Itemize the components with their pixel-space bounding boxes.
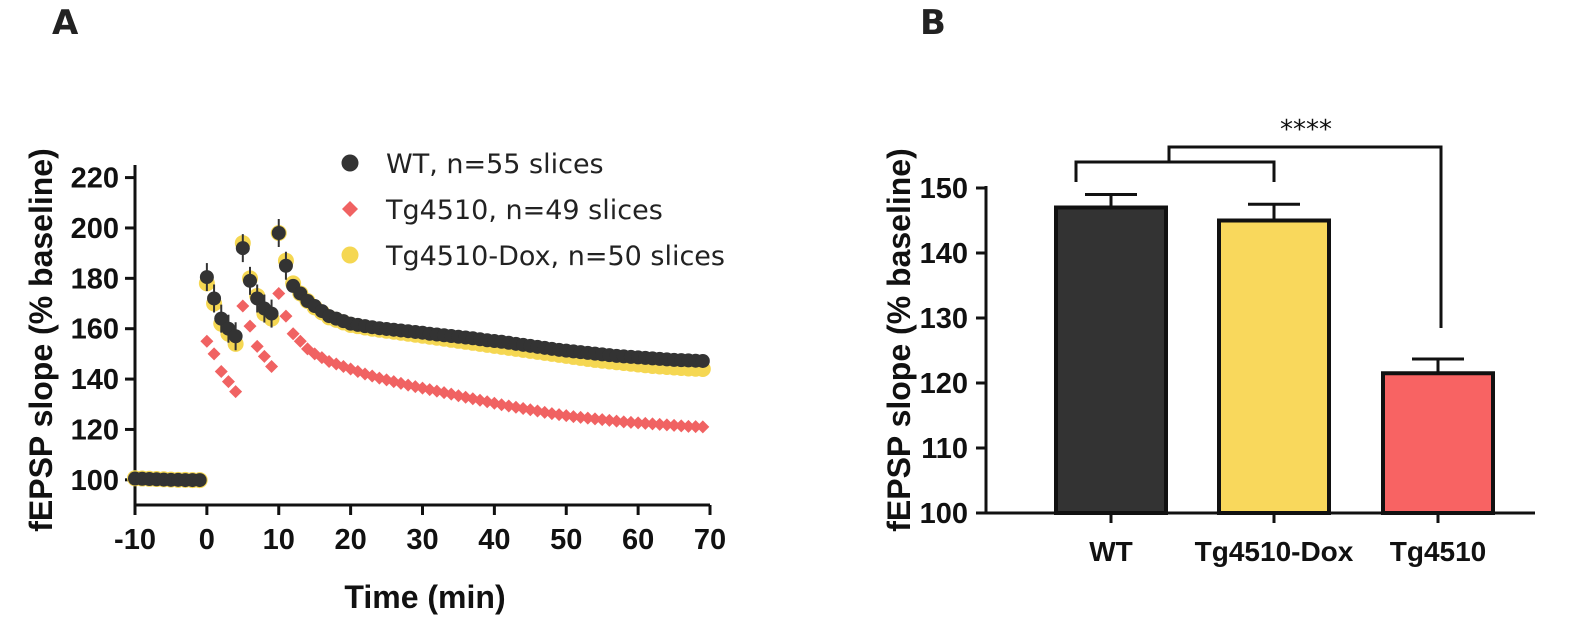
chart-a-legend: WT, n=55 slices Tg4510, n=49 slices Tg4510… bbox=[341, 149, 725, 272]
data-point bbox=[660, 418, 674, 432]
bar-tg4510 bbox=[1381, 371, 1495, 515]
chart-a-ylabel: fEPSP slope (% baseline) bbox=[23, 148, 59, 532]
data-point bbox=[653, 417, 667, 431]
data-point bbox=[207, 291, 222, 306]
chart-a-axes: 100 120 140 160 180 200 220 -10 0 10 20 30 40 50 60 70 bbox=[71, 163, 727, 556]
data-point bbox=[228, 329, 243, 344]
chart-a-y-tick-label: 140 bbox=[71, 364, 119, 396]
data-point bbox=[624, 415, 638, 429]
chart-a-x-tick-label: 20 bbox=[334, 524, 366, 556]
data-point bbox=[286, 327, 300, 341]
chart-a-x-tick-label: 50 bbox=[550, 524, 582, 556]
data-point bbox=[207, 347, 221, 361]
chart-b-y-tick-label: 150 bbox=[920, 173, 968, 205]
data-point bbox=[250, 339, 264, 353]
data-point bbox=[243, 273, 257, 288]
panel-label-b: B bbox=[920, 3, 946, 43]
data-point bbox=[200, 334, 214, 348]
data-point bbox=[279, 309, 293, 323]
data-point bbox=[667, 418, 681, 432]
data-point bbox=[278, 258, 293, 273]
data-point bbox=[674, 419, 688, 433]
bar-wt bbox=[1054, 205, 1168, 515]
category-label: Tg4510-Dox bbox=[1195, 536, 1354, 567]
data-point bbox=[264, 306, 279, 321]
chart-b-ylabel: fEPSP slope (% baseline) bbox=[881, 148, 917, 532]
data-point bbox=[229, 385, 243, 399]
data-point bbox=[272, 286, 286, 300]
chart-a-xlabel: Time (min) bbox=[344, 579, 505, 615]
data-point bbox=[221, 375, 235, 389]
legend-marker bbox=[341, 154, 359, 172]
bar-tg4510-dox bbox=[1217, 218, 1331, 515]
data-point bbox=[214, 311, 229, 326]
chart-b-significance: **** bbox=[1074, 115, 1443, 328]
data-point bbox=[243, 319, 257, 333]
chart-a-y-tick-label: 120 bbox=[71, 414, 119, 446]
chart-b-bars bbox=[1054, 193, 1495, 515]
data-point bbox=[192, 473, 207, 488]
data-point bbox=[199, 270, 214, 285]
data-point bbox=[695, 353, 710, 368]
data-point bbox=[257, 349, 271, 363]
data-point bbox=[250, 291, 265, 306]
chart-b: fEPSP slope (% baseline) 100 110 120 130 140… bbox=[881, 115, 1535, 567]
chart-b-y-tick-label: 130 bbox=[920, 303, 968, 335]
chart-a: fEPSP slope (% baseline) Time (min) 1001… bbox=[23, 148, 726, 615]
chart-b-y-tick-label: 120 bbox=[920, 368, 968, 400]
legend-label: Tg4510, n=49 slices bbox=[385, 195, 663, 226]
data-point bbox=[235, 241, 250, 256]
legend-marker bbox=[341, 246, 359, 264]
legend-marker bbox=[342, 201, 358, 217]
legend-label: WT, n=55 slices bbox=[386, 149, 604, 180]
data-point bbox=[265, 359, 279, 373]
chart-a-x-tick-label: 10 bbox=[263, 524, 295, 556]
chart-a-y-tick-label: 100 bbox=[71, 465, 119, 497]
data-point bbox=[271, 226, 286, 240]
data-point bbox=[631, 416, 645, 430]
chart-a-x-tick-label: -10 bbox=[114, 524, 156, 556]
chart-a-x-tick-label: 70 bbox=[694, 524, 726, 556]
chart-a-series-1 bbox=[128, 286, 710, 487]
chart-a-x-tick-label: 40 bbox=[478, 524, 510, 556]
data-point bbox=[689, 420, 703, 434]
chart-a-y-tick-label: 220 bbox=[71, 163, 119, 195]
legend-label: Tg4510-Dox, n=50 slices bbox=[385, 241, 725, 272]
category-label: WT bbox=[1089, 536, 1133, 567]
data-point bbox=[236, 299, 250, 313]
data-point bbox=[646, 417, 659, 431]
chart-a-x-tick-label: 60 bbox=[622, 524, 654, 556]
chart-b-y-tick-label: 100 bbox=[920, 498, 968, 530]
panel-label-a: A bbox=[52, 3, 79, 43]
chart-a-series-0 bbox=[128, 219, 710, 488]
significance-bracket bbox=[1167, 145, 1443, 328]
chart-a-y-tick-label: 180 bbox=[71, 263, 119, 295]
category-label: Tg4510 bbox=[1390, 536, 1487, 567]
data-point bbox=[638, 416, 652, 430]
chart-a-x-tick-label: 30 bbox=[406, 524, 438, 556]
significance-label: **** bbox=[1280, 115, 1332, 145]
chart-a-y-tick-label: 200 bbox=[71, 213, 119, 245]
chart-b-y-tick-label: 110 bbox=[921, 433, 968, 465]
chart-a-series bbox=[127, 219, 711, 489]
data-point bbox=[696, 420, 710, 434]
significance-group-bracket bbox=[1074, 160, 1276, 182]
data-point bbox=[681, 419, 695, 433]
data-point bbox=[293, 334, 307, 348]
data-point bbox=[214, 365, 228, 379]
chart-b-y-tick-label: 140 bbox=[920, 238, 968, 270]
chart-a-y-tick-label: 160 bbox=[71, 314, 119, 346]
chart-a-x-tick-label: 0 bbox=[199, 524, 215, 556]
data-point bbox=[617, 415, 631, 429]
